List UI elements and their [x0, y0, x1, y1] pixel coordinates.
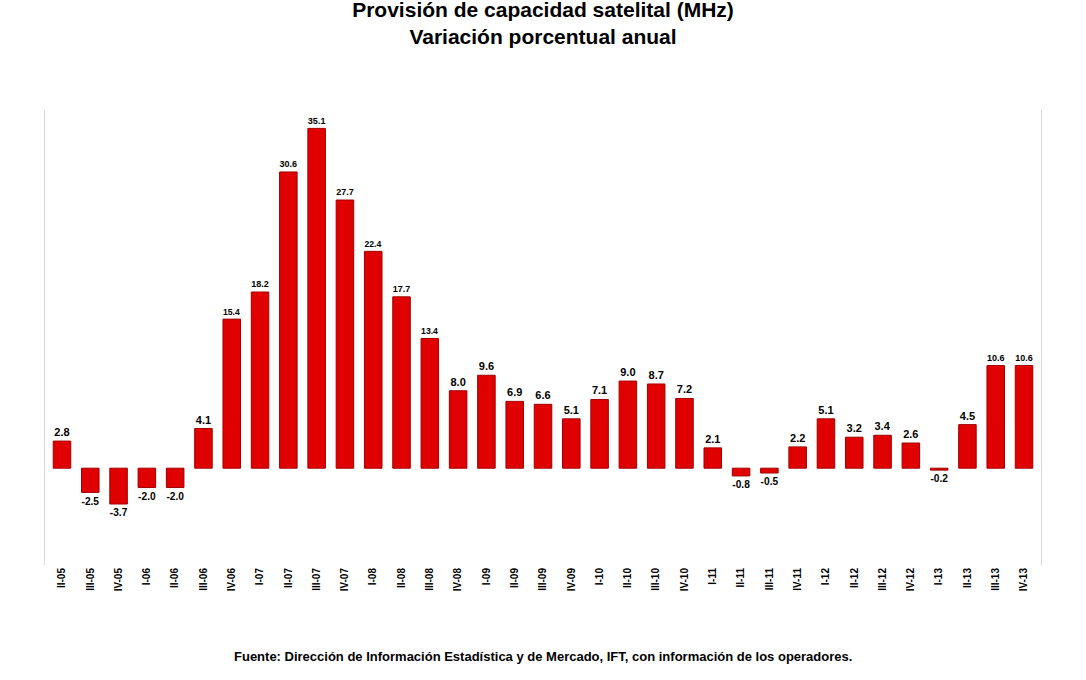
svg-text:II-12: II-12	[849, 568, 860, 588]
svg-text:8.0: 8.0	[450, 376, 465, 388]
svg-text:III-10: III-10	[650, 568, 661, 591]
svg-text:IV-07: IV-07	[339, 568, 350, 592]
svg-text:35.1: 35.1	[308, 116, 326, 126]
svg-text:7.1: 7.1	[592, 384, 607, 396]
svg-text:9.6: 9.6	[479, 360, 494, 372]
svg-text:30.6: 30.6	[280, 159, 298, 169]
svg-text:I-07: I-07	[254, 568, 265, 586]
svg-text:IV-11: IV-11	[792, 568, 803, 591]
svg-text:II-13: II-13	[962, 568, 973, 588]
svg-text:II-06: II-06	[169, 568, 180, 588]
svg-text:-0.8: -0.8	[732, 479, 750, 490]
svg-text:I-12: I-12	[820, 568, 831, 586]
svg-text:6.9: 6.9	[507, 386, 522, 398]
svg-text:13.4: 13.4	[421, 326, 438, 336]
svg-text:8.7: 8.7	[649, 369, 664, 381]
svg-text:II-10: II-10	[622, 568, 633, 588]
svg-text:18.2: 18.2	[251, 279, 269, 289]
svg-text:4.5: 4.5	[960, 410, 975, 422]
svg-text:5.1: 5.1	[818, 404, 833, 416]
svg-text:III-07: III-07	[311, 568, 322, 591]
svg-text:10.6: 10.6	[987, 353, 1005, 363]
svg-text:5.1: 5.1	[564, 404, 579, 416]
svg-text:2.8: 2.8	[54, 426, 69, 438]
svg-text:I-13: I-13	[933, 568, 944, 586]
svg-text:Provisión de capacidad satelit: Provisión de capacidad satelital (MHz)Va…	[352, 0, 734, 48]
svg-text:III-13: III-13	[990, 568, 1001, 591]
svg-text:II-11: II-11	[735, 568, 746, 588]
svg-text:7.2: 7.2	[677, 383, 692, 395]
svg-text:I-10: I-10	[594, 568, 605, 586]
svg-text:IV-08: IV-08	[452, 568, 463, 592]
svg-text:22.4: 22.4	[364, 239, 381, 249]
svg-text:III-06: III-06	[198, 568, 209, 591]
svg-text:Fuente: Dirección de Informaci: Fuente: Dirección de Información Estadís…	[234, 649, 852, 664]
svg-text:I-06: I-06	[141, 568, 152, 586]
svg-text:III-08: III-08	[424, 568, 435, 591]
svg-text:17.7: 17.7	[393, 284, 411, 294]
svg-text:III-12: III-12	[877, 568, 888, 591]
svg-text:3.2: 3.2	[847, 422, 862, 434]
svg-text:II-09: II-09	[509, 568, 520, 588]
svg-text:II-07: II-07	[283, 568, 294, 588]
svg-text:IV-09: IV-09	[566, 568, 577, 592]
svg-text:II-05: II-05	[56, 568, 67, 588]
svg-text:27.7: 27.7	[336, 187, 354, 197]
svg-text:9.0: 9.0	[620, 366, 635, 378]
svg-text:IV-13: IV-13	[1018, 568, 1029, 592]
svg-text:-0.5: -0.5	[761, 476, 779, 487]
svg-text:2.6: 2.6	[903, 428, 918, 440]
svg-text:-0.2: -0.2	[930, 473, 948, 484]
svg-text:-3.7: -3.7	[110, 507, 128, 518]
svg-text:15.4: 15.4	[223, 307, 240, 317]
svg-text:II-08: II-08	[396, 568, 407, 588]
svg-text:I-11: I-11	[707, 568, 718, 585]
svg-text:IV-12: IV-12	[905, 568, 916, 592]
svg-text:I-09: I-09	[481, 568, 492, 586]
svg-text:-2.0: -2.0	[138, 491, 156, 502]
svg-text:10.6: 10.6	[1015, 353, 1033, 363]
svg-text:-2.5: -2.5	[82, 496, 100, 507]
svg-text:III-11: III-11	[764, 568, 775, 591]
svg-text:6.6: 6.6	[535, 389, 550, 401]
svg-text:IV-10: IV-10	[679, 568, 690, 592]
svg-text:III-09: III-09	[537, 568, 548, 591]
svg-text:III-05: III-05	[85, 568, 96, 591]
svg-text:I-08: I-08	[367, 568, 378, 586]
svg-text:-2.0: -2.0	[166, 491, 184, 502]
svg-text:2.1: 2.1	[705, 433, 720, 445]
svg-text:4.1: 4.1	[196, 414, 211, 426]
svg-text:2.2: 2.2	[790, 432, 805, 444]
svg-text:IV-06: IV-06	[226, 568, 237, 592]
svg-text:IV-05: IV-05	[113, 568, 124, 592]
svg-text:3.4: 3.4	[874, 420, 890, 432]
